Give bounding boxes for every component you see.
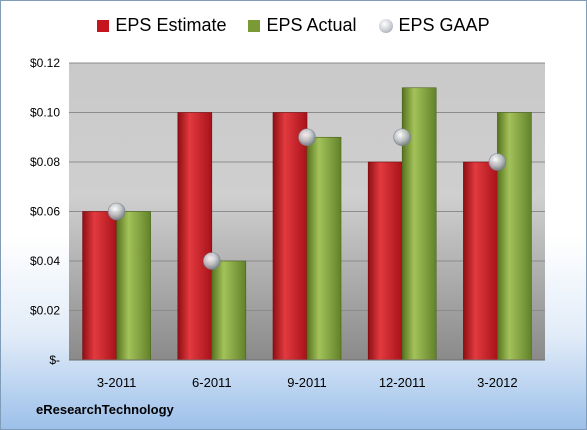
legend-item-actual: EPS Actual xyxy=(248,15,357,36)
bar-eps-estimate xyxy=(82,211,117,361)
bar-eps-estimate xyxy=(272,112,308,361)
legend-swatch-estimate xyxy=(97,19,110,32)
legend-label-estimate: EPS Estimate xyxy=(115,15,227,35)
bar-eps-actual xyxy=(497,112,532,361)
legend: EPS Estimate EPS Actual EPS GAAP xyxy=(1,15,586,36)
bar-eps-actual xyxy=(306,136,342,361)
legend-item-gaap: EPS GAAP xyxy=(378,15,490,36)
legend-swatch-actual xyxy=(248,19,261,32)
bar-eps-actual xyxy=(211,260,247,361)
company-name: eResearchTechnology xyxy=(36,402,174,417)
bar-eps-estimate xyxy=(463,161,498,361)
x-category-label: 3-2012 xyxy=(477,375,517,390)
x-category-label: 6-2011 xyxy=(192,375,232,390)
point-eps-gaap xyxy=(298,128,316,147)
point-eps-gaap xyxy=(107,202,126,221)
legend-item-estimate: EPS Estimate xyxy=(97,15,226,36)
x-category-label: 12-2011 xyxy=(379,375,426,390)
point-eps-gaap xyxy=(488,153,507,171)
y-tick-label: $- xyxy=(49,353,60,367)
y-tick-label: $0.10 xyxy=(30,106,60,120)
bar-eps-actual xyxy=(116,211,151,361)
x-category-label: 3-2011 xyxy=(97,375,137,390)
bar-eps-actual xyxy=(401,87,437,361)
legend-label-actual: EPS Actual xyxy=(266,15,357,35)
y-tick-label: $0.06 xyxy=(30,205,60,219)
x-category-label: 9-2011 xyxy=(287,375,327,390)
point-eps-gaap xyxy=(203,252,221,270)
y-tick-label: $0.12 xyxy=(30,56,60,70)
y-tick-label: $0.02 xyxy=(30,304,60,318)
bar-eps-estimate xyxy=(177,112,213,361)
point-eps-gaap xyxy=(393,128,412,147)
legend-label-gaap: EPS GAAP xyxy=(398,15,490,35)
y-tick-label: $0.08 xyxy=(30,155,60,169)
bar-eps-estimate xyxy=(367,161,403,361)
legend-swatch-gaap xyxy=(378,18,393,33)
y-tick-label: $0.04 xyxy=(30,254,60,268)
